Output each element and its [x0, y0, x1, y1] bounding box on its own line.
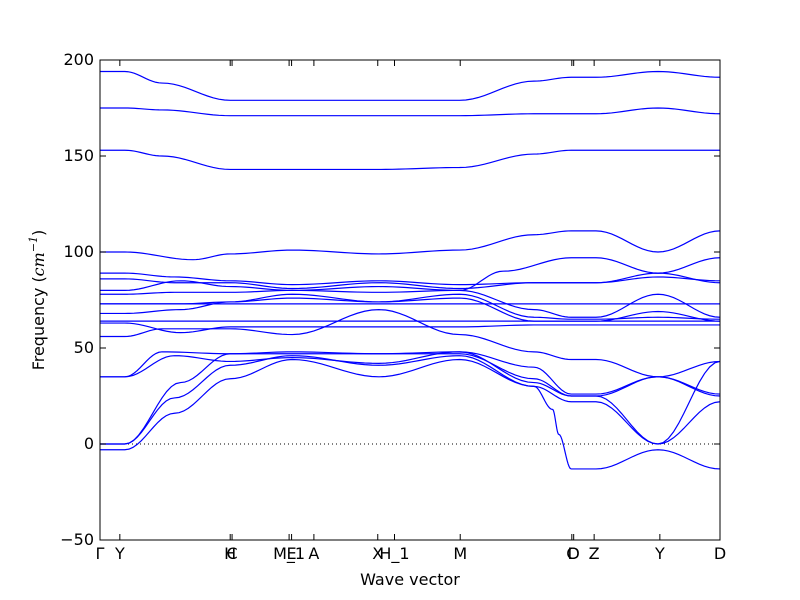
- x-tick-label: M: [453, 544, 467, 563]
- series-layer: [100, 70, 721, 470]
- x-tick-label: Z: [589, 544, 600, 563]
- band-line-2: [100, 107, 721, 117]
- plot-frame: [99, 59, 721, 541]
- y-tick-label: 0: [84, 434, 94, 453]
- x-axis-label: Wave vector: [360, 570, 460, 589]
- y-tick-label: 200: [63, 50, 94, 69]
- band-line-7: [100, 257, 721, 292]
- x-tick-label: A: [308, 544, 319, 563]
- y-axis-label: Frequency (cm−1): [27, 230, 48, 371]
- x-tick-label: M_1: [273, 544, 305, 564]
- band-line-19: [100, 358, 721, 470]
- x-tick-label: H_1: [379, 544, 409, 564]
- band-line-1: [100, 70, 721, 101]
- band-line-16: [100, 351, 721, 395]
- x-tick-label: D: [714, 544, 726, 563]
- band-line-17: [100, 351, 721, 445]
- x-tick-label: Y: [114, 544, 125, 563]
- band-line-3: [100, 149, 720, 171]
- x-tick-label: X: [372, 544, 383, 563]
- x-tick-label: Γ: [96, 544, 105, 563]
- x-tick-label: D: [568, 544, 580, 563]
- x-tick-label: E: [287, 544, 297, 563]
- band-line-13: [100, 322, 720, 334]
- y-tick-label: −50: [60, 530, 94, 549]
- x-tick-label: Y: [654, 544, 665, 563]
- band-line-18: [100, 355, 721, 445]
- x-tick-label: C: [226, 544, 237, 563]
- band-line-15: [100, 351, 721, 397]
- y-tick-label: 50: [74, 338, 94, 357]
- band-line-11: [100, 297, 721, 322]
- x-tick-label: H: [224, 544, 236, 563]
- y-ticks: −50 0 50 100 150 200: [60, 50, 720, 549]
- x-tick-label: C: [566, 544, 577, 563]
- band-line-4: [100, 230, 721, 261]
- band-line-14: [100, 308, 721, 378]
- y-tick-label: 100: [63, 242, 94, 261]
- band-line-8: [100, 289, 721, 318]
- y-tick-label: 150: [63, 146, 94, 165]
